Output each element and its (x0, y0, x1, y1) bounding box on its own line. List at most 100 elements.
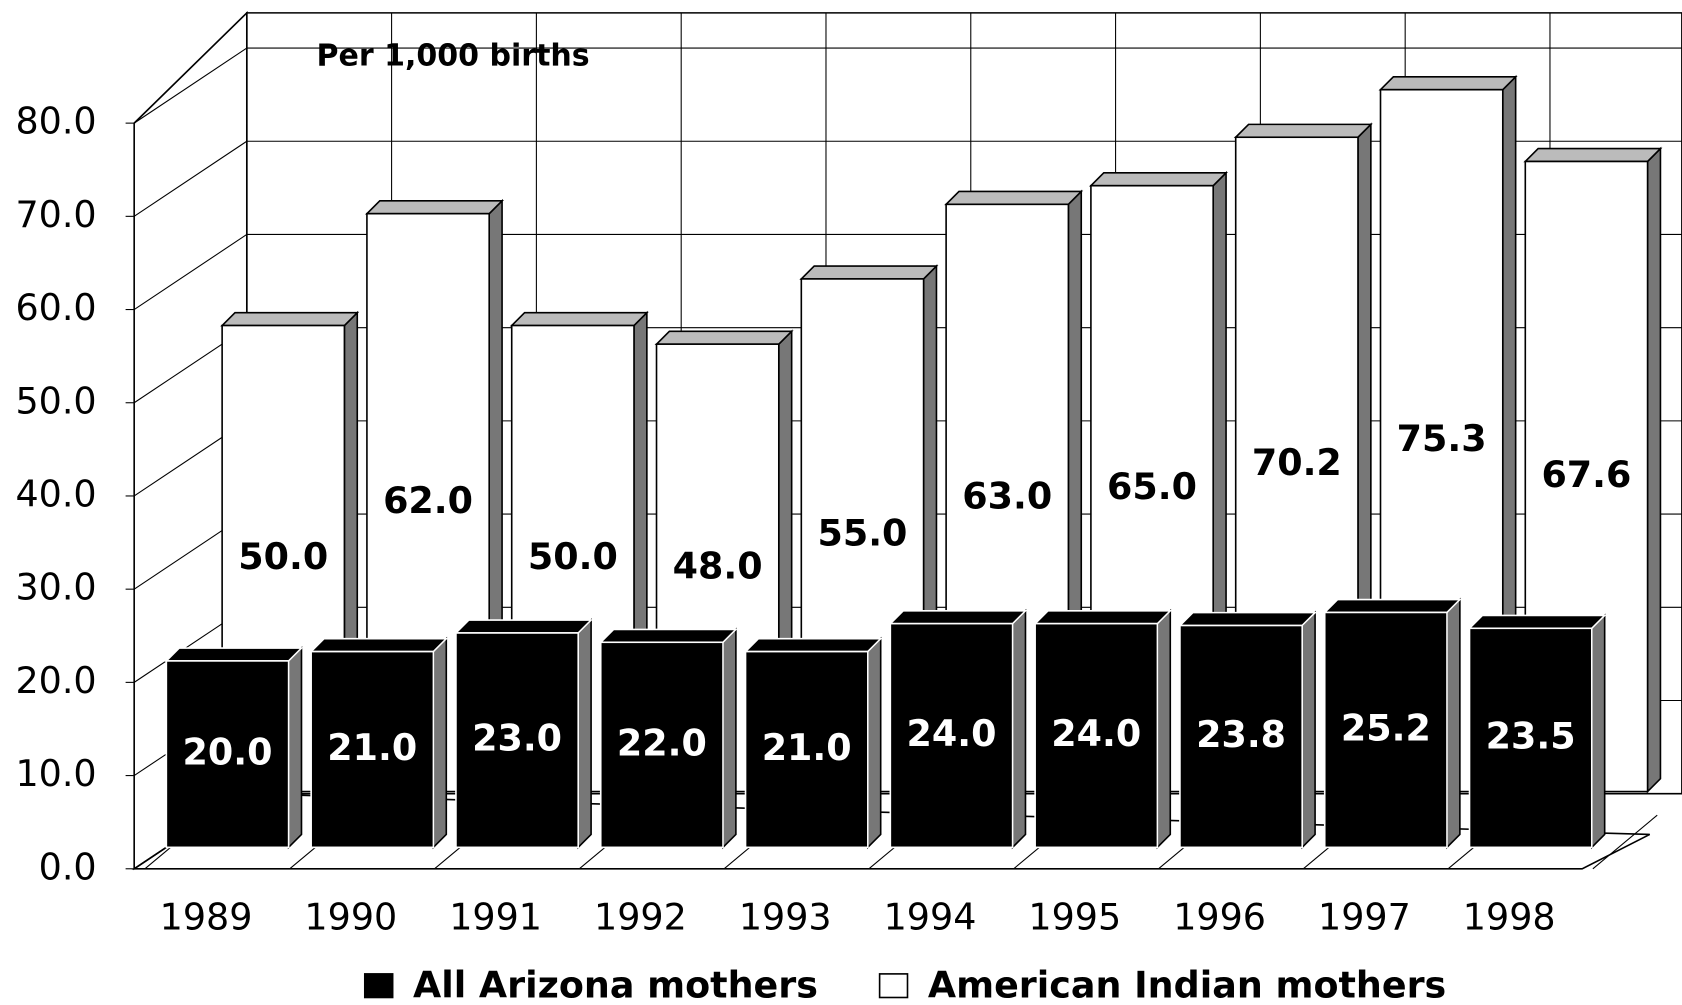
value-label: 22.0 (617, 721, 707, 764)
bar (310, 650, 435, 849)
value-label: 50.0 (528, 535, 618, 578)
y-tick-label: 80.0 (15, 100, 96, 143)
bar-group: 25.2 (1322, 597, 1462, 850)
bar-top (509, 311, 649, 327)
bar-side (867, 636, 882, 850)
bar-top (220, 311, 360, 327)
value-label: 25.2 (1341, 706, 1431, 749)
value-label: 62.0 (383, 479, 473, 522)
bar-top (1233, 123, 1373, 139)
grid-line (133, 140, 248, 217)
annotation: Per 1,000 births (317, 38, 590, 73)
bar-group: 23.0 (454, 618, 594, 850)
value-label: 21.0 (762, 726, 852, 769)
bar-side (1156, 608, 1172, 850)
bar-group: 23.8 (1177, 610, 1318, 850)
bar (455, 632, 580, 849)
bar-top (1467, 614, 1607, 630)
bar (889, 622, 1014, 849)
bar-top (309, 637, 449, 653)
x-tick-label: 1994 (884, 896, 977, 939)
bar-group: 21.0 (309, 636, 449, 850)
y-tick-label: 0.0 (39, 845, 97, 888)
bar-top (944, 190, 1084, 206)
bar-top (1033, 609, 1173, 625)
value-label: 24.0 (1051, 712, 1141, 755)
value-label: 65.0 (1107, 465, 1197, 508)
bar-top (164, 647, 304, 662)
value-label: 63.0 (962, 474, 1052, 517)
value-label: 70.2 (1252, 441, 1342, 484)
bar-side (1446, 597, 1461, 850)
bar-side (1590, 613, 1606, 850)
value-label: 50.0 (238, 535, 328, 578)
y-tick-label: 50.0 (15, 379, 96, 422)
bar-top (1523, 147, 1663, 163)
y-tick-label: 40.0 (15, 472, 96, 515)
grid-line (133, 234, 248, 310)
bar-side (722, 627, 737, 850)
x-tick-label: 1997 (1318, 896, 1411, 939)
y-tick-label: 60.0 (15, 286, 96, 329)
x-tick-label: 1993 (739, 896, 832, 939)
value-label: 55.0 (817, 512, 907, 555)
x-tick-label: 1995 (1028, 896, 1121, 939)
x-tick-label: 1989 (160, 896, 253, 939)
value-label: 23.5 (1486, 714, 1576, 757)
bar-top (1322, 598, 1462, 614)
bar-top (1378, 76, 1518, 91)
x-tick-label: 1998 (1463, 896, 1556, 939)
bar (744, 650, 869, 849)
grid-line (133, 47, 248, 124)
bar-side (1011, 608, 1027, 850)
bar-side (577, 618, 592, 850)
bar-side (432, 636, 448, 850)
y-tick-label: 30.0 (15, 566, 96, 609)
bar-top (1088, 172, 1228, 187)
bar-group: 21.0 (743, 636, 883, 850)
bar-group: 67.6 (1523, 146, 1663, 794)
value-label: 67.6 (1541, 453, 1631, 496)
bar-side (287, 646, 303, 850)
bar-top (1177, 611, 1318, 627)
bar-top (598, 628, 738, 644)
value-label: 23.0 (472, 717, 562, 760)
bar (1034, 622, 1159, 849)
bar (1179, 624, 1304, 849)
floor-grid (1592, 814, 1658, 870)
x-tick-label: 1991 (449, 896, 542, 939)
bar (599, 641, 724, 849)
bar (1323, 611, 1448, 849)
legend-swatch (878, 973, 909, 999)
bar-top (743, 637, 883, 653)
bar-side (1646, 146, 1662, 794)
y-tick-label: 70.0 (15, 193, 96, 236)
bar-top (799, 265, 939, 280)
bar-group: 24.0 (888, 608, 1028, 850)
x-tick-label: 1990 (304, 896, 397, 939)
bar-top (364, 200, 505, 215)
value-label: 23.8 (1196, 713, 1286, 756)
bar-side (1301, 610, 1316, 850)
bar (165, 660, 290, 849)
legend-swatch (363, 973, 394, 999)
legend-label: American Indian mothers (928, 963, 1446, 1005)
bar-group: 20.0 (164, 646, 304, 850)
bar-group: 23.5 (1467, 613, 1607, 850)
y-tick-label: 10.0 (15, 752, 96, 795)
legend-label: All Arizona mothers (413, 963, 818, 1005)
value-label: 75.3 (1397, 417, 1487, 460)
bar-top (888, 609, 1028, 625)
bar-top (454, 619, 594, 634)
y-tick-label: 20.0 (15, 659, 96, 702)
value-label: 24.0 (906, 712, 996, 755)
bar-group: 24.0 (1033, 608, 1173, 850)
bar-top (654, 330, 794, 345)
value-label: 48.0 (673, 544, 763, 587)
value-label: 21.0 (327, 726, 417, 769)
bar (1468, 627, 1593, 849)
bar-group: 22.0 (598, 627, 738, 850)
x-tick-label: 1992 (594, 896, 687, 939)
value-label: 20.0 (183, 731, 273, 774)
